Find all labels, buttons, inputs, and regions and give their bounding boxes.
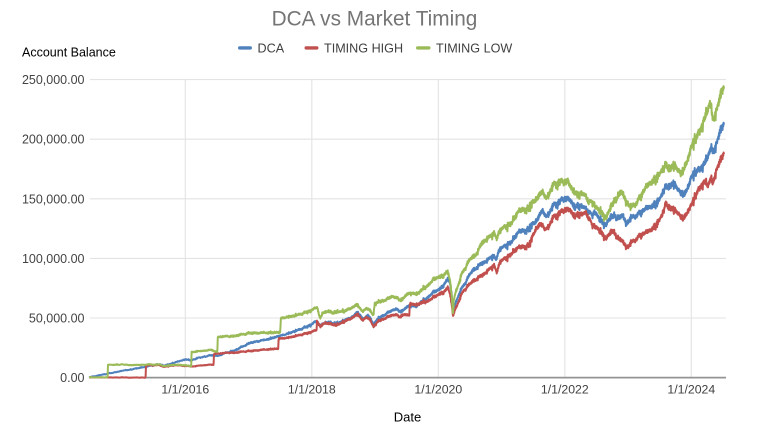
svg-text:1/1/2016: 1/1/2016 — [161, 383, 209, 397]
svg-text:200,000.00: 200,000.00 — [22, 133, 85, 147]
svg-text:DCA vs Market Timing: DCA vs Market Timing — [272, 8, 478, 31]
svg-text:1/1/2018: 1/1/2018 — [288, 383, 336, 397]
svg-text:Account Balance: Account Balance — [22, 45, 116, 59]
svg-text:0.00: 0.00 — [60, 371, 84, 385]
svg-text:TIMING HIGH: TIMING HIGH — [324, 41, 403, 55]
svg-text:1/1/2022: 1/1/2022 — [541, 383, 589, 397]
svg-text:150,000.00: 150,000.00 — [22, 192, 85, 206]
svg-text:250,000.00: 250,000.00 — [22, 73, 85, 87]
svg-text:1/1/2024: 1/1/2024 — [667, 383, 715, 397]
svg-text:TIMING LOW: TIMING LOW — [436, 41, 512, 55]
svg-text:DCA: DCA — [258, 41, 285, 55]
svg-text:Date: Date — [394, 410, 421, 425]
svg-text:1/1/2020: 1/1/2020 — [414, 383, 462, 397]
svg-text:50,000.00: 50,000.00 — [29, 312, 85, 326]
svg-text:100,000.00: 100,000.00 — [22, 252, 85, 266]
